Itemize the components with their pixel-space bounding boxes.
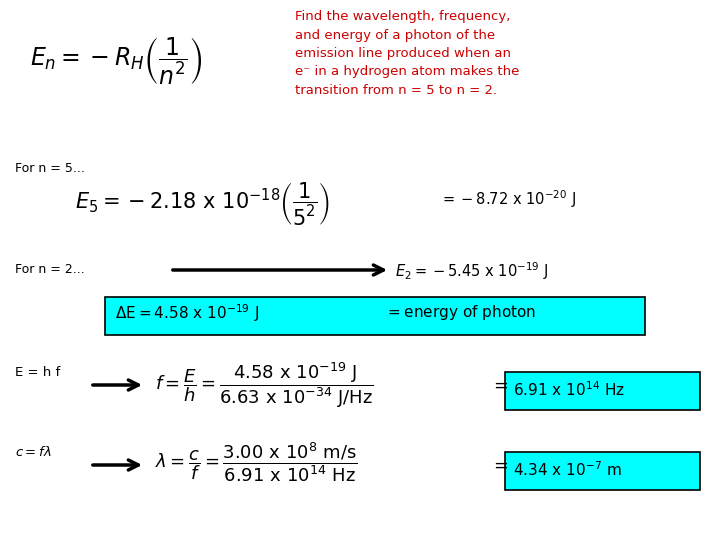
Text: $E_2 = -5.45\ \mathregular{x}\ 10^{-19}\ \mathregular{J}$: $E_2 = -5.45\ \mathregular{x}\ 10^{-19}\…	[395, 260, 549, 282]
Text: Find the wavelength, frequency,
and energy of a photon of the
emission line prod: Find the wavelength, frequency, and ener…	[295, 10, 519, 97]
Text: $E_n = -R_H\left(\dfrac{1}{n^2}\right)$: $E_n = -R_H\left(\dfrac{1}{n^2}\right)$	[30, 35, 203, 87]
Text: $\mathregular{= energy\ of\ photon}$: $\mathregular{= energy\ of\ photon}$	[385, 303, 536, 322]
Text: $6.91\ \mathregular{x}\ 10^{14}\ \mathregular{Hz}$: $6.91\ \mathregular{x}\ 10^{14}\ \mathre…	[513, 381, 625, 400]
Text: $c = f\lambda$: $c = f\lambda$	[15, 445, 52, 459]
Text: $\lambda = \dfrac{c}{f} = \dfrac{3.00\ \mathregular{x}\ 10^{8}\ \mathregular{m/s: $\lambda = \dfrac{c}{f} = \dfrac{3.00\ \…	[155, 440, 358, 484]
Text: $f = \dfrac{E}{h} = \dfrac{4.58\ \mathregular{x}\ 10^{-19}\ \mathregular{J}}{6.6: $f = \dfrac{E}{h} = \dfrac{4.58\ \mathre…	[155, 360, 374, 410]
Text: $\Delta\mathregular{E = 4.58\ x\ 10^{-19}\ J}$: $\Delta\mathregular{E = 4.58\ x\ 10^{-19…	[115, 302, 259, 324]
FancyBboxPatch shape	[105, 297, 645, 335]
Text: $4.34\ \mathregular{x}\ 10^{-7}\ \mathregular{m}$: $4.34\ \mathregular{x}\ 10^{-7}\ \mathre…	[513, 461, 622, 480]
Text: $E_5 = -2.18\ \mathregular{x}\ 10^{-18}\left(\dfrac{1}{5^2}\right)$: $E_5 = -2.18\ \mathregular{x}\ 10^{-18}\…	[75, 180, 330, 227]
Text: E = h f: E = h f	[15, 366, 60, 379]
Text: For n = 5...: For n = 5...	[15, 162, 85, 175]
Text: $=$: $=$	[490, 456, 508, 474]
FancyBboxPatch shape	[505, 452, 700, 490]
FancyBboxPatch shape	[505, 372, 700, 410]
Text: $=$: $=$	[490, 376, 508, 394]
Text: For n = 2...: For n = 2...	[15, 263, 85, 276]
Text: $= -8.72\ \mathregular{x}\ 10^{-20}\ \mathregular{J}$: $= -8.72\ \mathregular{x}\ 10^{-20}\ \ma…	[440, 188, 576, 210]
